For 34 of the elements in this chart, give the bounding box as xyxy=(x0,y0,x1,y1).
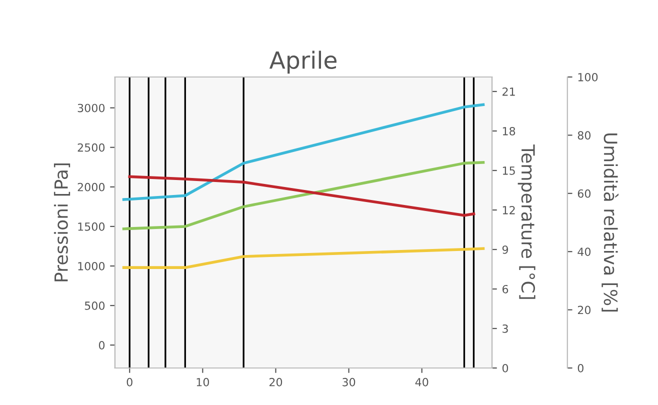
x-tick-label: 40 xyxy=(415,378,428,386)
y-tick-label: 2500 xyxy=(78,143,105,152)
y2-tick-label: 9 xyxy=(502,245,508,254)
y3-tick-label: 80 xyxy=(578,131,591,140)
y3-axis-title: Umidità relativa [%] xyxy=(602,133,618,312)
y2-tick-label: 15 xyxy=(502,166,515,175)
line-series xyxy=(122,103,485,201)
y2-tick-label: 12 xyxy=(502,206,515,214)
y-tick-label: 1500 xyxy=(78,222,105,231)
x-tick-label: 10 xyxy=(196,378,210,386)
x-tick-label: 30 xyxy=(342,378,356,386)
y2-axis-title: Temperature [°C] xyxy=(518,144,536,299)
line-series xyxy=(122,161,485,230)
y2-tick-label: 18 xyxy=(502,126,516,136)
y3-tick-label: 40 xyxy=(578,248,591,256)
y3-tick-label: 20 xyxy=(578,306,591,314)
y-tick-label: 1000 xyxy=(78,262,105,270)
x-tick-label: 0 xyxy=(126,378,132,386)
y3-tick-label: 0 xyxy=(578,364,584,372)
y-tick-label: 0 xyxy=(98,341,105,350)
line-series xyxy=(128,175,476,217)
line-series xyxy=(122,247,485,269)
chart-title: Aprile xyxy=(269,50,336,74)
y2-tick-label: 3 xyxy=(502,324,508,333)
x-tick-label: 20 xyxy=(269,378,282,386)
y2-tick-label: 6 xyxy=(502,284,508,294)
y-tick-label: 500 xyxy=(84,302,105,310)
y3-tick-label: 60 xyxy=(578,189,591,198)
y-tick-label: 2000 xyxy=(78,182,105,192)
y-tick-label: 3000 xyxy=(78,104,105,112)
y2-tick-label: 0 xyxy=(502,364,508,372)
y2-tick-label: 21 xyxy=(502,87,515,96)
y3-tick-label: 100 xyxy=(578,72,598,82)
y-axis-title: Pressioni [Pa] xyxy=(54,164,70,282)
